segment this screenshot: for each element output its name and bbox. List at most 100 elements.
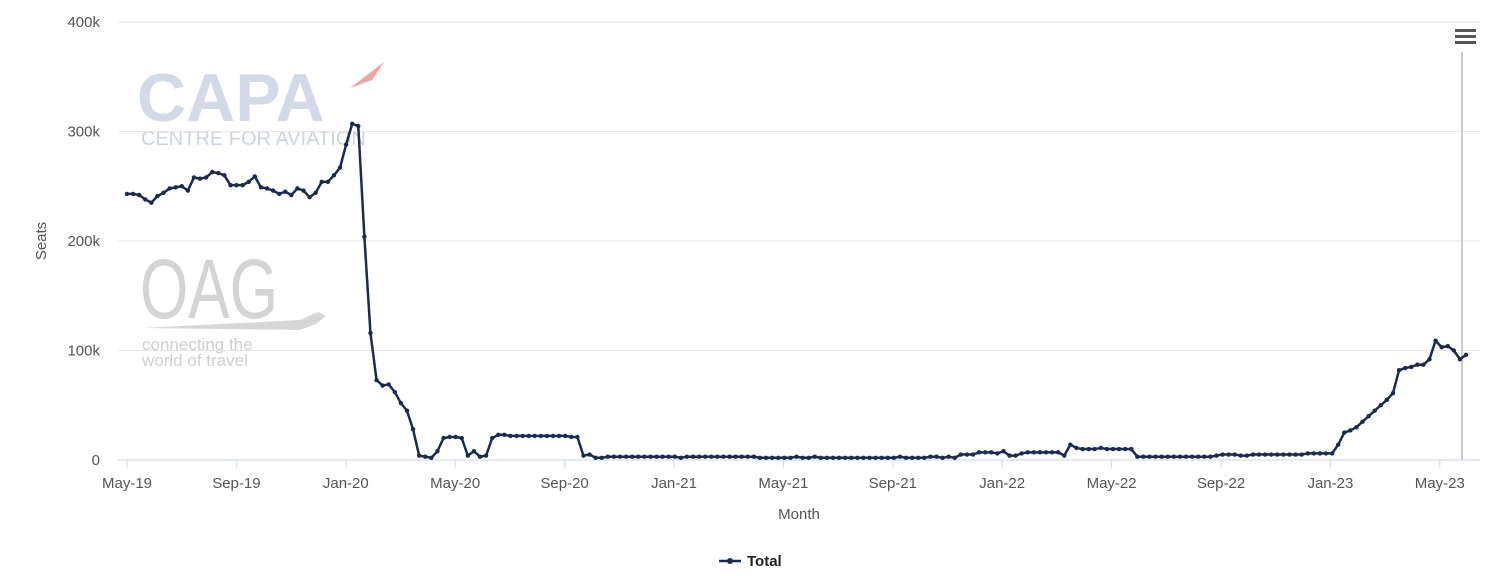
data-point[interactable] <box>1086 446 1091 452</box>
data-point[interactable] <box>1165 454 1170 459</box>
data-point[interactable] <box>295 186 300 191</box>
data-point[interactable] <box>556 433 562 439</box>
data-point[interactable] <box>264 186 270 191</box>
data-point[interactable] <box>800 455 805 461</box>
data-point[interactable] <box>1323 451 1329 456</box>
data-point[interactable] <box>788 455 793 461</box>
data-point[interactable] <box>252 174 258 179</box>
data-point[interactable] <box>782 455 787 461</box>
data-point[interactable] <box>855 455 860 461</box>
data-point[interactable] <box>818 455 824 461</box>
data-point[interactable] <box>629 454 635 459</box>
data-point[interactable] <box>1457 357 1463 362</box>
data-point[interactable] <box>489 435 495 441</box>
data-point[interactable] <box>648 454 653 459</box>
data-point[interactable] <box>356 123 361 129</box>
data-point[interactable] <box>240 182 245 188</box>
data-point[interactable] <box>989 450 994 455</box>
data-point[interactable] <box>1208 454 1213 459</box>
data-point[interactable] <box>136 192 142 198</box>
data-point[interactable] <box>246 179 251 185</box>
data-point[interactable] <box>1415 362 1420 367</box>
data-point[interactable] <box>1025 450 1030 455</box>
data-point[interactable] <box>709 454 714 459</box>
data-point[interactable] <box>715 454 720 459</box>
data-point[interactable] <box>903 455 909 461</box>
data-point[interactable] <box>483 453 489 458</box>
data-point[interactable] <box>1421 362 1426 367</box>
data-point[interactable] <box>544 433 550 439</box>
data-point[interactable] <box>124 191 130 197</box>
data-point[interactable] <box>550 433 556 439</box>
data-point[interactable] <box>343 142 349 147</box>
data-point[interactable] <box>350 121 355 127</box>
data-point[interactable] <box>776 455 781 461</box>
data-point[interactable] <box>173 185 178 190</box>
hamburger-menu-icon[interactable] <box>1452 20 1480 50</box>
data-point[interactable] <box>1043 450 1049 455</box>
data-point[interactable] <box>526 433 531 439</box>
data-point[interactable] <box>1226 452 1231 457</box>
data-point[interactable] <box>1262 452 1268 457</box>
data-point[interactable] <box>331 173 337 178</box>
data-point[interactable] <box>1189 454 1195 459</box>
data-point[interactable] <box>642 454 647 459</box>
legend-label[interactable]: Total <box>747 553 782 570</box>
data-point[interactable] <box>1202 454 1207 459</box>
data-point[interactable] <box>1329 451 1335 456</box>
data-point[interactable] <box>1433 338 1438 343</box>
data-point[interactable] <box>1311 451 1317 456</box>
data-point[interactable] <box>1183 454 1189 459</box>
data-point[interactable] <box>1269 452 1274 457</box>
series-total[interactable] <box>124 121 1469 461</box>
data-point[interactable] <box>520 433 525 439</box>
data-point[interactable] <box>1177 454 1183 459</box>
data-point[interactable] <box>623 454 629 459</box>
data-point[interactable] <box>337 165 343 170</box>
data-point[interactable] <box>885 455 890 461</box>
data-point[interactable] <box>1135 454 1140 459</box>
data-point[interactable] <box>1299 452 1304 457</box>
data-point[interactable] <box>307 195 312 200</box>
data-point[interactable] <box>210 169 215 175</box>
data-point[interactable] <box>976 450 982 455</box>
data-point[interactable] <box>130 191 136 197</box>
data-point[interactable] <box>1275 452 1280 457</box>
data-point[interactable] <box>1390 391 1396 396</box>
data-point[interactable] <box>1122 446 1128 452</box>
data-point[interactable] <box>763 455 769 461</box>
data-point[interactable] <box>435 449 440 454</box>
data-point[interactable] <box>909 455 915 461</box>
data-point[interactable] <box>276 191 282 197</box>
data-point[interactable] <box>447 434 452 440</box>
data-point[interactable] <box>1080 446 1085 452</box>
data-point[interactable] <box>617 454 623 459</box>
data-point[interactable] <box>386 382 391 387</box>
data-point[interactable] <box>1031 450 1037 455</box>
data-point[interactable] <box>1354 424 1359 430</box>
data-point[interactable] <box>946 454 951 459</box>
data-point[interactable] <box>319 179 324 185</box>
data-point[interactable] <box>471 449 477 454</box>
data-point[interactable] <box>179 184 184 189</box>
legend[interactable]: Total <box>719 553 782 570</box>
data-point[interactable] <box>654 454 659 459</box>
data-point[interactable] <box>368 330 373 336</box>
data-point[interactable] <box>958 452 964 457</box>
data-point[interactable] <box>1147 454 1152 459</box>
data-point[interactable] <box>952 455 957 461</box>
data-point[interactable] <box>849 455 854 461</box>
data-point[interactable] <box>161 190 166 196</box>
data-point[interactable] <box>794 454 799 459</box>
data-point[interactable] <box>696 454 702 459</box>
data-point[interactable] <box>289 192 294 198</box>
data-point[interactable] <box>270 188 276 193</box>
data-point[interactable] <box>1056 450 1061 455</box>
data-point[interactable] <box>1153 454 1158 459</box>
data-point[interactable] <box>678 455 684 461</box>
data-point[interactable] <box>185 188 191 193</box>
data-point[interactable] <box>155 193 160 199</box>
data-point[interactable] <box>1220 452 1225 457</box>
data-point[interactable] <box>861 455 866 461</box>
data-point[interactable] <box>477 454 483 459</box>
